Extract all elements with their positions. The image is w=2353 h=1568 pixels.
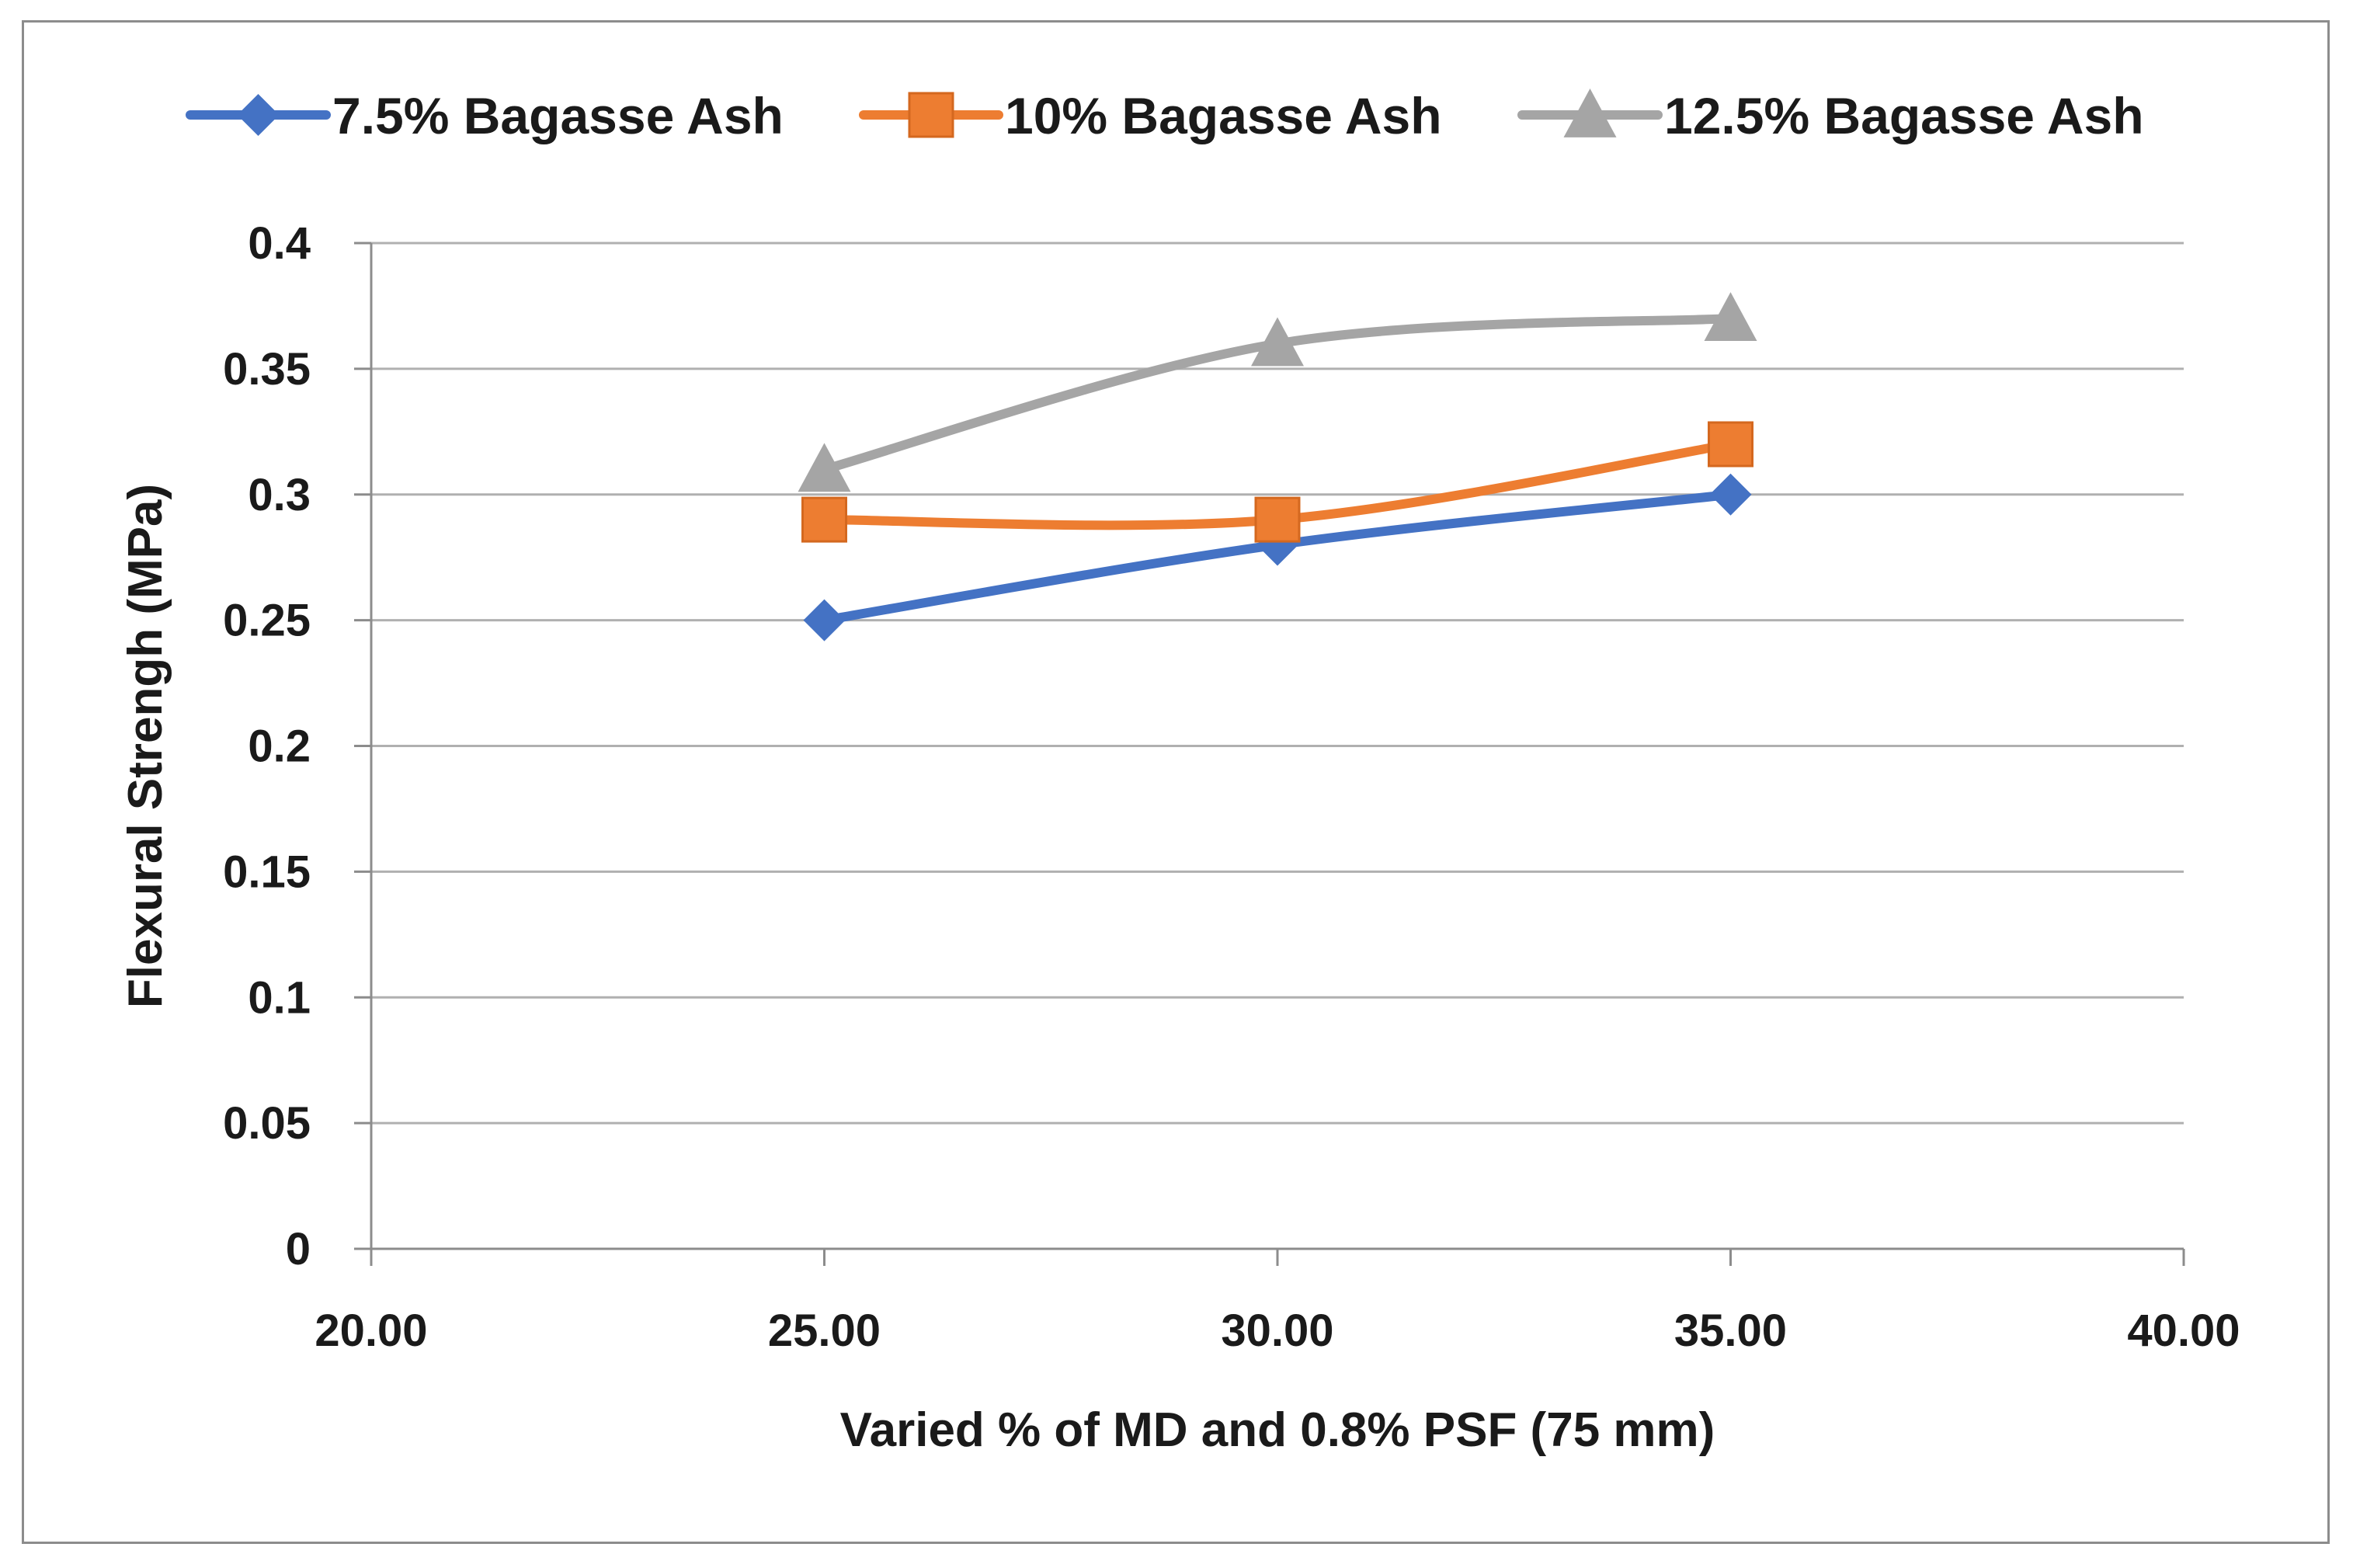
axes: 0 0.05 0.1 0.15 0.2 0.25 0.3 0.35 0.4 20.00 25.00 3… [223,218,2240,1356]
data-point-square [801,496,847,543]
y-tick-label: 0.35 [223,344,311,395]
data-point-square [1708,421,1753,468]
y-tick-label: 0 [286,1224,311,1274]
y-tick-label: 0.25 [223,596,311,646]
data-point-diamond [1709,473,1752,516]
x-axis-title: Varied % of MD and 0.8% PSF (75 mm) [840,1403,1715,1457]
legend-label: 12.5% Bagasse Ash [1664,87,2144,144]
series-1 [803,473,1752,641]
x-tick-label: 35.00 [1674,1306,1787,1356]
legend-item: 10% Bagasse Ash [859,87,1442,144]
series-2 [801,421,1753,543]
data-point-triangle [1251,317,1304,367]
series-group [798,292,1757,641]
legend-label: 7.5% Bagasse Ash [332,87,784,144]
series-3 [798,292,1757,492]
data-point-triangle [1704,292,1757,342]
x-tick-label: 40.00 [2127,1306,2240,1356]
x-tick-label: 25.00 [768,1306,881,1356]
legend-swatch-marker [1563,89,1617,137]
legend-label: 10% Bagasse Ash [1005,87,1442,144]
y-tick-label: 0.1 [248,972,311,1023]
data-point-diamond [803,599,846,641]
y-tick-label: 0.3 [248,470,311,520]
legend-swatch-marker [237,94,280,136]
legend-item: 12.5% Bagasse Ash [1517,87,2144,144]
legend-item: 7.5% Bagasse Ash [186,87,784,144]
gridlines [371,242,2184,1125]
y-axis-title: Flexural Strengh (MPa) [119,484,172,1008]
chart-frame [22,20,2330,1544]
y-tick-label: 0.15 [223,847,311,897]
x-tick-label: 30.00 [1221,1306,1333,1356]
y-tick-label: 0.4 [248,218,311,269]
legend-swatch-marker [908,92,954,138]
x-tick-label: 20.00 [315,1306,427,1356]
y-tick-label: 0.2 [248,721,311,772]
data-point-triangle [798,443,851,492]
y-tick-label: 0.05 [223,1098,311,1149]
data-point-square [1254,496,1301,543]
legend: 7.5% Bagasse Ash 10% Bagasse Ash 12.5% Bag… [186,87,2144,144]
